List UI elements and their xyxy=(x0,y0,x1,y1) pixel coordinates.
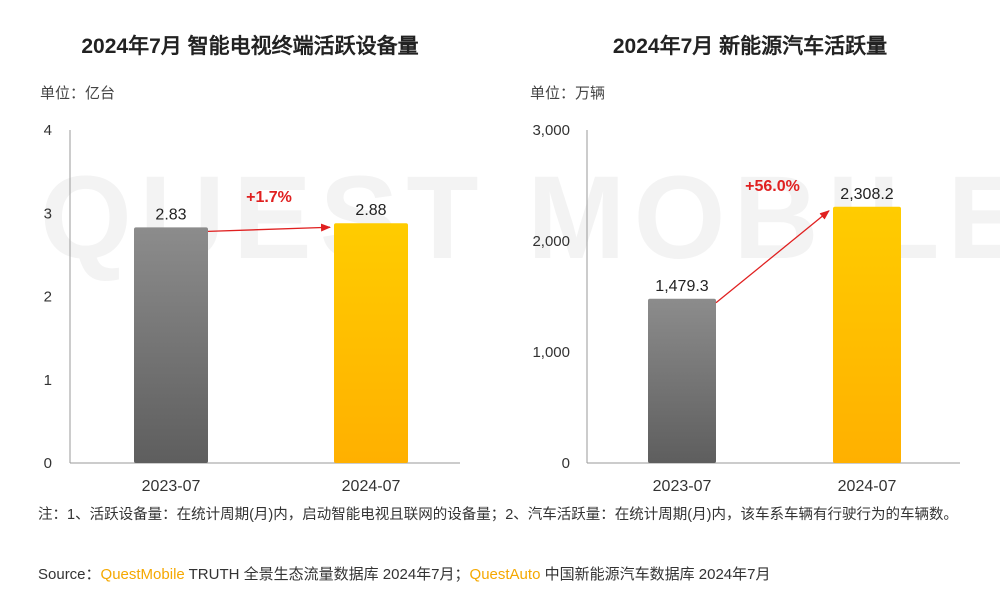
y-tick-label: 2 xyxy=(44,289,52,306)
source-text-2: 中国新能源汽车数据库 2024年7月 xyxy=(540,566,771,583)
y-tick-label: 3 xyxy=(44,205,52,222)
chart-right-title: 2024年7月 新能源汽车活跃量 xyxy=(612,35,888,58)
x-tick-label: 2023-07 xyxy=(142,478,201,495)
chart-left-title: 2024年7月 智能电视终端活跃设备量 xyxy=(81,35,419,58)
bar-value-label: 2.88 xyxy=(355,202,386,219)
source-line: Source：QuestMobile TRUTH 全景生态流量数据库 2024年… xyxy=(38,563,770,584)
growth-label: +56.0% xyxy=(745,178,800,195)
chart-left-svg: 0 1 2 3 4 2.83 2023-07 2.88 2024-07 +1.7% xyxy=(44,122,460,495)
chart-left-unit: 单位：亿台 xyxy=(40,85,116,102)
chart-right-unit: 单位：万辆 xyxy=(530,85,606,102)
chart-left-panel: 2024年7月 智能电视终端活跃设备量 单位：亿台 0 1 2 3 4 2.83 2023-… xyxy=(0,0,500,500)
chart-right-svg: 0 1,000 2,000 3,000 1,479.3 2023-07 2,308.2 202… xyxy=(532,122,960,495)
y-tick-label: 1,000 xyxy=(532,344,570,361)
x-tick-label: 2023-07 xyxy=(653,478,712,495)
bar-value-label: 1,479.3 xyxy=(655,278,708,295)
bar-value-label: 2.83 xyxy=(155,206,186,223)
source-prefix: Source： xyxy=(38,566,101,583)
bar-2024-07 xyxy=(334,223,408,463)
y-tick-label: 4 xyxy=(44,122,52,139)
footnote: 注：1、活跃设备量：在统计周期(月)内，启动智能电视且联网的设备量；2、汽车活跃… xyxy=(38,507,958,523)
chart-right-panel: 2024年7月 新能源汽车活跃量 单位：万辆 0 1,000 2,000 3,000 1… xyxy=(500,0,1000,500)
y-tick-label: 1 xyxy=(44,372,52,389)
x-tick-label: 2024-07 xyxy=(342,478,401,495)
y-tick-label: 3,000 xyxy=(532,122,570,139)
growth-arrow xyxy=(715,210,830,304)
bar-2023-07 xyxy=(648,298,716,463)
x-tick-label: 2024-07 xyxy=(838,478,897,495)
growth-label: +1.7% xyxy=(246,189,292,206)
source-text-1: TRUTH 全景生态流量数据库 2024年7月； xyxy=(184,566,470,583)
bar-value-label: 2,308.2 xyxy=(840,186,893,203)
y-tick-label: 0 xyxy=(562,455,570,472)
y-tick-label: 2,000 xyxy=(532,233,570,250)
bar-2024-07 xyxy=(833,206,901,463)
source-brand-questauto: QuestAuto xyxy=(469,566,541,583)
growth-arrow xyxy=(207,223,331,233)
bar-2023-07 xyxy=(134,227,208,463)
source-brand-questmobile: QuestMobile xyxy=(100,566,185,583)
y-tick-label: 0 xyxy=(44,455,52,472)
